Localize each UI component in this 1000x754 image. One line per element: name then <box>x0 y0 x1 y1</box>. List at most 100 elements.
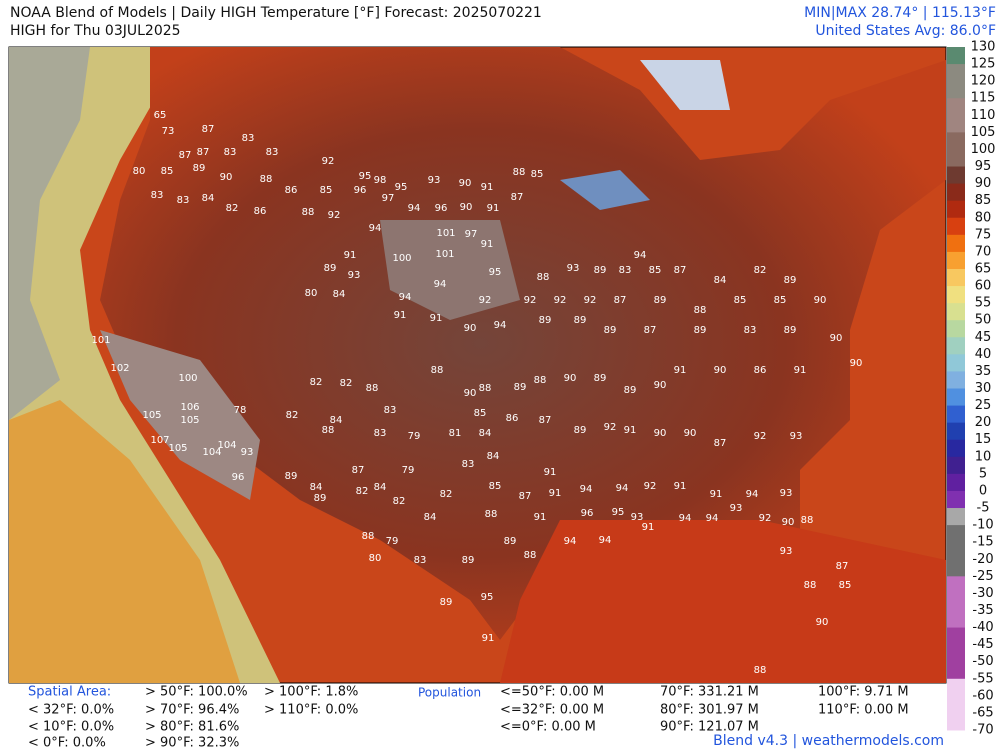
population-item: <=32°F: 0.00 M <box>500 703 604 718</box>
credit: Blend v4.3 | weathermodels.com <box>713 733 944 749</box>
colorbar-label: -40 <box>972 620 993 635</box>
station-value: 89 <box>539 315 552 326</box>
colorbar-segment <box>947 115 965 133</box>
station-value: 90 <box>220 172 233 183</box>
population-item: <=50°F: 0.00 M <box>500 685 604 700</box>
station-value: 90 <box>816 617 829 628</box>
station-value: 87 <box>511 192 524 203</box>
station-value: 90 <box>850 358 863 369</box>
station-value: 93 <box>241 447 254 458</box>
title: NOAA Blend of Models | Daily HIGH Temper… <box>10 5 542 21</box>
colorbar-label: 120 <box>971 74 996 89</box>
colorbar-segment <box>947 81 965 99</box>
colorbar-segment <box>947 439 965 458</box>
station-value: 91 <box>624 425 637 436</box>
station-value: 86 <box>754 365 767 376</box>
colorbar-label: 125 <box>971 57 996 72</box>
station-value: 94 <box>634 250 647 261</box>
station-value: 95 <box>489 267 502 278</box>
station-value: 89 <box>624 385 637 396</box>
station-value: 92 <box>328 210 341 221</box>
station-value: 92 <box>322 156 335 167</box>
station-value: 101 <box>435 249 454 260</box>
station-value: 96 <box>232 472 245 483</box>
station-value: 91 <box>642 522 655 533</box>
station-value: 94 <box>399 292 412 303</box>
station-value: 89 <box>784 275 797 286</box>
colorbar-label: 115 <box>971 91 996 106</box>
station-value: 93 <box>730 503 743 514</box>
colorbar-label: 80 <box>975 210 992 225</box>
station-value: 91 <box>549 488 562 499</box>
spatial-area-item: > 50°F: 100.0% <box>145 685 248 700</box>
station-value: 89 <box>594 265 607 276</box>
colorbar-segment <box>947 473 965 492</box>
station-value: 91 <box>344 250 357 261</box>
colorbar-label: 130 <box>971 40 996 55</box>
station-value: 92 <box>554 295 567 306</box>
station-value: 91 <box>544 467 557 478</box>
station-value: 90 <box>459 178 472 189</box>
station-value: 89 <box>594 373 607 384</box>
station-value: 94 <box>494 320 507 331</box>
station-value: 90 <box>564 373 577 384</box>
colorbar-label: 60 <box>975 279 992 294</box>
station-value: 84 <box>330 415 343 426</box>
colorbar-segment <box>947 217 965 236</box>
station-value: 105 <box>142 410 161 421</box>
station-value: 90 <box>464 323 477 334</box>
colorbar-segment <box>947 576 965 594</box>
colorbar-label: 105 <box>971 125 996 140</box>
station-value: 92 <box>604 422 617 433</box>
station-value: 89 <box>514 382 527 393</box>
station-value: 79 <box>402 465 415 476</box>
colorbar-segment <box>947 593 965 611</box>
colorbar-segment <box>947 627 965 646</box>
spatial-area-item: < 32°F: 0.0% <box>28 703 114 718</box>
colorbar-segment <box>947 303 965 321</box>
colorbar-segment <box>947 490 965 509</box>
colorbar-label: 5 <box>979 466 987 481</box>
colorbar-segment <box>947 234 965 253</box>
spatial-area-item: > 80°F: 81.6% <box>145 720 239 735</box>
station-value: 88 <box>801 515 814 526</box>
colorbar-label: 35 <box>975 364 992 379</box>
colorbar-label: 55 <box>975 296 992 311</box>
colorbar-segment <box>947 525 965 543</box>
station-value: 82 <box>226 203 239 214</box>
station-value: 91 <box>794 365 807 376</box>
station-value: 95 <box>395 182 408 193</box>
population-item: 80°F: 301.97 M <box>660 703 759 718</box>
station-value: 87 <box>714 438 727 449</box>
station-value: 85 <box>320 185 333 196</box>
colorbar-segment <box>947 678 965 697</box>
colorbar-segment <box>947 132 965 150</box>
station-value: 89 <box>285 471 298 482</box>
station-value: 96 <box>581 508 594 519</box>
spatial-area-item: > 110°F: 0.0% <box>264 703 358 718</box>
station-value: 101 <box>91 335 110 346</box>
station-value: 88 <box>366 383 379 394</box>
station-value: 94 <box>599 535 612 546</box>
station-value: 89 <box>604 325 617 336</box>
station-value: 91 <box>674 365 687 376</box>
station-value: 87 <box>836 561 849 572</box>
station-value: 85 <box>474 408 487 419</box>
station-value: 96 <box>354 185 367 196</box>
station-value: 90 <box>464 388 477 399</box>
station-value: 93 <box>567 263 580 274</box>
colorbar-segment <box>947 388 965 407</box>
station-value: 79 <box>408 431 421 442</box>
colorbar-segment <box>947 559 965 577</box>
station-value: 87 <box>674 265 687 276</box>
colorbar-segment <box>947 183 965 202</box>
station-value: 94 <box>564 536 577 547</box>
station-value: 86 <box>285 185 298 196</box>
station-value: 92 <box>524 295 537 306</box>
station-value: 83 <box>374 428 387 439</box>
station-value: 84 <box>487 451 500 462</box>
colorbar-segment <box>947 149 965 168</box>
station-value: 104 <box>202 447 221 458</box>
station-value: 98 <box>374 175 387 186</box>
spatial-area-label: Spatial Area: <box>28 685 111 700</box>
